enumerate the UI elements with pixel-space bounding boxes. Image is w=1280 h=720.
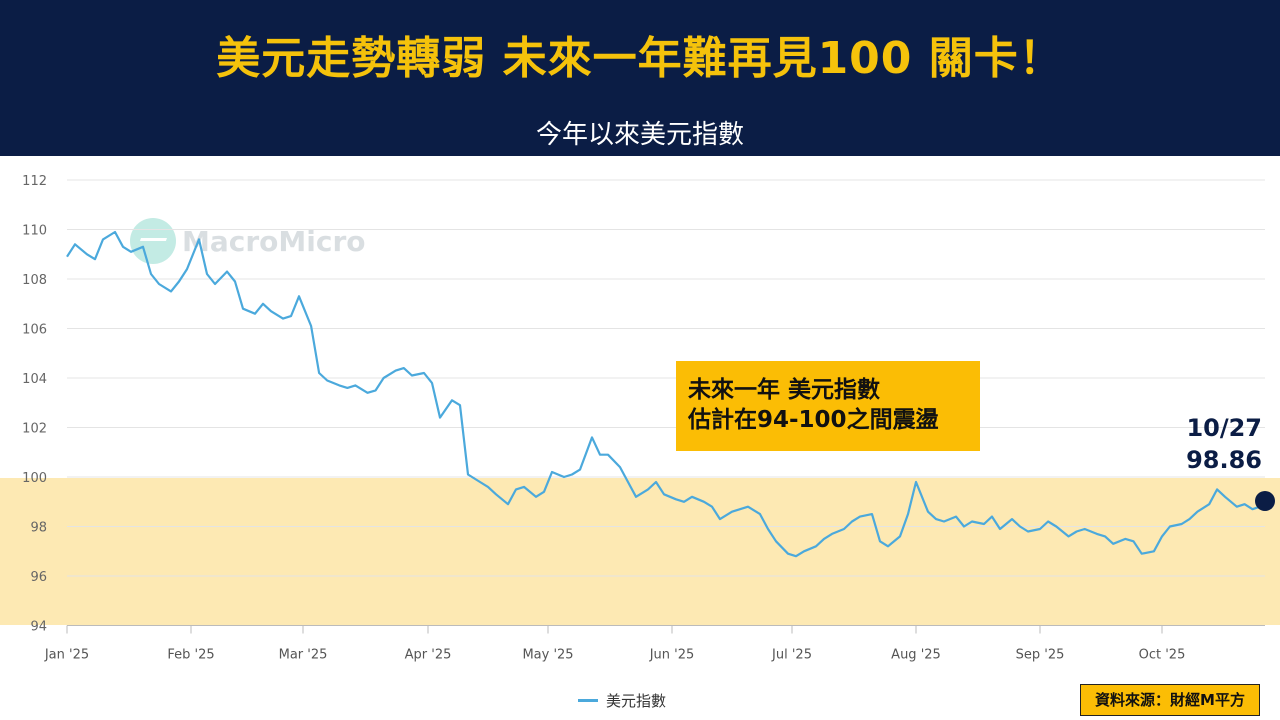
y-tick-label: 100 xyxy=(22,471,47,486)
x-tick-label: Feb '25 xyxy=(167,648,214,663)
x-tick-label: Sep '25 xyxy=(1016,648,1065,663)
x-tick-label: Oct '25 xyxy=(1139,648,1186,663)
x-axis: Jan '25 Feb '25 Mar '25 Apr '25 May '25 Jun '… xyxy=(44,625,1265,663)
series-layer xyxy=(66,230,1265,558)
page-subtitle: 今年以來美元指數 xyxy=(535,120,744,150)
y-tick-label: 96 xyxy=(30,570,47,585)
y-tick-label: 98 xyxy=(30,521,47,536)
end-date-label: 10/27 xyxy=(1186,414,1262,442)
header-banner: 美元走勢轉弱 未來一年難再見100 關卡！ 今年以來美元指數 xyxy=(0,0,1280,156)
forecast-callout: 未來一年 美元指數 估計在94-100之間震盪 xyxy=(676,361,980,451)
series-line-dxy xyxy=(66,230,1265,558)
y-tick-label: 110 xyxy=(22,224,47,239)
x-tick-label: Jul '25 xyxy=(771,648,812,663)
y-tick-label: 102 xyxy=(22,422,47,437)
range-highlight-band xyxy=(0,478,1280,625)
y-tick-label: 108 xyxy=(22,273,47,288)
x-tick-label: Jun '25 xyxy=(649,648,695,663)
x-tick-label: Aug '25 xyxy=(891,648,941,663)
end-value-label: 98.86 xyxy=(1186,446,1262,474)
end-point-marker xyxy=(1255,491,1275,511)
x-tick-label: Apr '25 xyxy=(405,648,452,663)
legend-line-icon xyxy=(578,698,598,702)
line-chart: 94 96 98 100 102 104 106 108 110 112 Jan '25 Feb '… xyxy=(22,174,1265,663)
grid-lines xyxy=(67,179,1265,626)
x-tick-label: May '25 xyxy=(522,648,573,663)
y-tick-label: 104 xyxy=(22,372,47,387)
y-tick-label: 94 xyxy=(30,620,47,635)
source-badge: 資料來源：財經M平方 xyxy=(1080,684,1260,716)
legend: 美元指數 xyxy=(578,688,666,712)
x-tick-label: Mar '25 xyxy=(279,648,328,663)
x-tick-label: Jan '25 xyxy=(44,648,89,663)
callout-line-2: 估計在94-100之間震盪 xyxy=(688,407,939,433)
macromicro-logo-icon xyxy=(130,218,176,264)
legend-label: 美元指數 xyxy=(606,691,667,710)
page-title: 美元走勢轉弱 未來一年難再見100 關卡！ xyxy=(216,33,1064,84)
y-tick-label: 106 xyxy=(22,323,47,338)
y-axis: 94 96 98 100 102 104 106 108 110 112 xyxy=(22,174,47,635)
y-tick-label: 112 xyxy=(22,174,47,189)
callout-line-1: 未來一年 美元指數 xyxy=(688,377,881,403)
